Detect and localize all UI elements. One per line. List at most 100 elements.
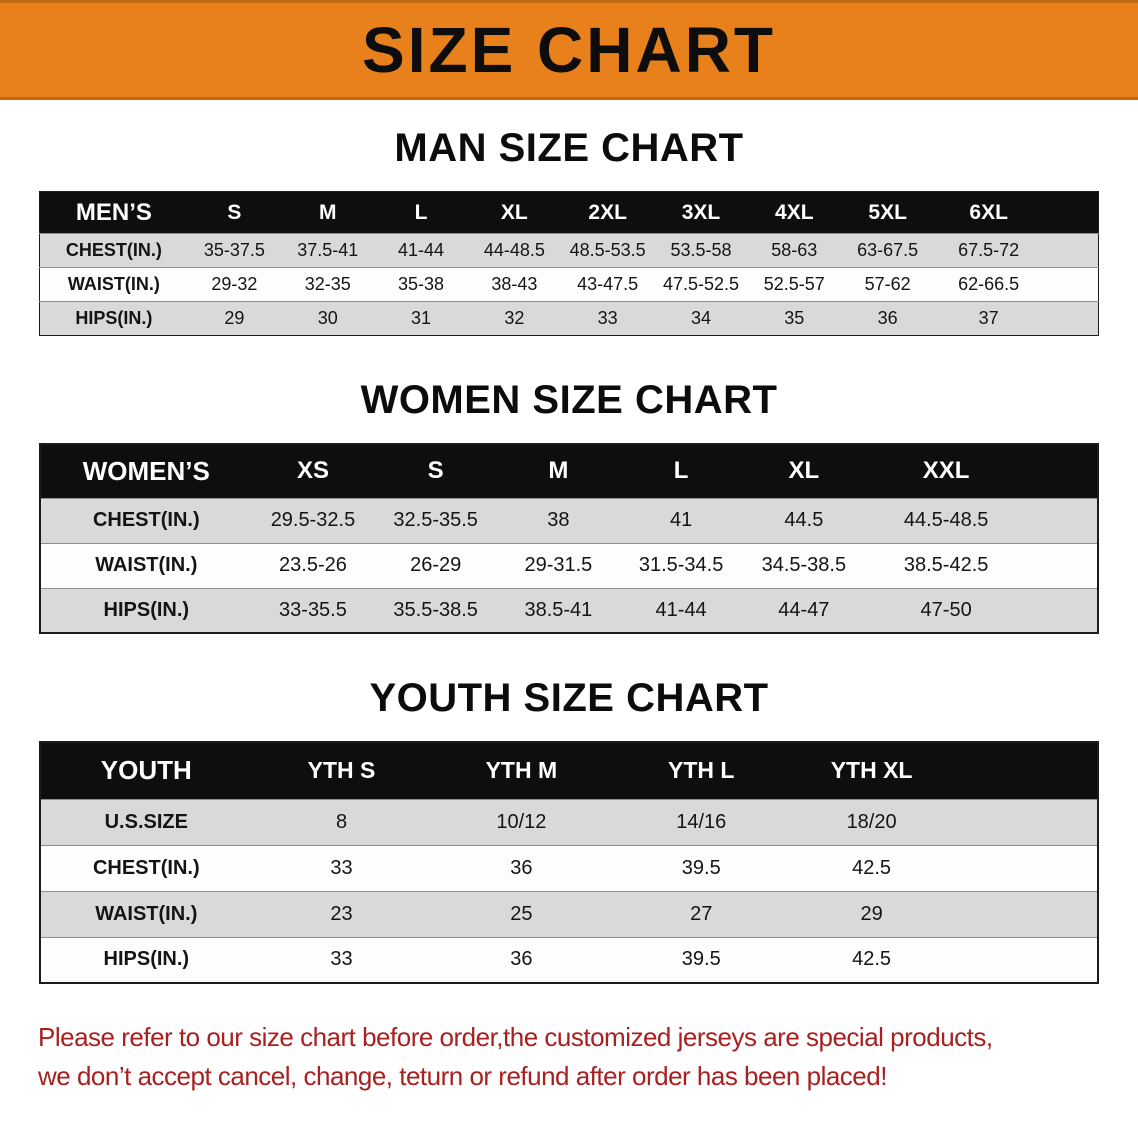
size-value-cell: 33 [251, 844, 432, 891]
size-value-cell: 41-44 [619, 587, 743, 633]
size-value-cell: 23 [251, 890, 432, 937]
row-label-cell: CHEST(IN.) [39, 233, 188, 268]
row-label-cell: HIPS(IN.) [39, 301, 188, 336]
size-header-cell: YTH XL [791, 742, 1098, 799]
women-size-chart-heading: WOMEN SIZE CHART [360, 378, 778, 422]
size-value-cell: 42.5 [791, 936, 1098, 983]
size-header-cell: XS [251, 444, 375, 498]
size-value-cell: 39.5 [611, 936, 792, 983]
size-value-cell: 35 [747, 301, 841, 336]
measurement-row: HIPS(IN.) 33-35.5 35.5-38.5 38.5-41 41-44 44-… [40, 587, 1098, 633]
size-value-cell: 67.5-72 [934, 233, 1099, 268]
size-value-cell: 38-43 [467, 267, 561, 302]
size-value-cell: 47.5-52.5 [654, 267, 748, 302]
size-header-cell: YTH S [251, 742, 432, 799]
size-value-cell: 57-62 [840, 267, 935, 302]
measurement-row: WAIST(IN.) 29-32 32-35 35-38 38-43 43-47.5 47.… [39, 267, 1099, 302]
size-value-cell: 38 [497, 497, 620, 543]
size-value-cell: 23.5-26 [251, 542, 375, 588]
womens-size-table: WOMEN’S XS S M L XL XXL CHEST(IN.) 29.5-32.5 32.5… [39, 443, 1099, 634]
size-value-cell: 41 [619, 497, 743, 543]
size-value-cell: 25 [431, 890, 612, 937]
size-value-cell: 29 [791, 890, 1098, 937]
size-value-cell: 18/20 [791, 798, 1098, 845]
header-row: WOMEN’S XS S M L XL XXL [40, 444, 1098, 498]
row-label-cell: CHEST(IN.) [40, 844, 252, 891]
size-value-cell: 37.5-41 [281, 233, 375, 268]
disclaimer-line-1: Please refer to our size chart before or… [38, 1022, 993, 1052]
size-value-cell: 44.5-48.5 [865, 497, 1098, 543]
disclaimer-line-2: we don’t accept cancel, change, teturn o… [38, 1061, 887, 1091]
size-value-cell: 31.5-34.5 [619, 542, 743, 588]
size-value-cell: 33-35.5 [251, 587, 375, 633]
row-label-cell: U.S.SIZE [40, 798, 252, 845]
title-banner: SIZE CHART [0, 0, 1138, 100]
size-value-cell: 42.5 [791, 844, 1098, 891]
size-value-cell: 35-38 [374, 267, 468, 302]
size-value-cell: 48.5-53.5 [561, 233, 655, 268]
size-value-cell: 32.5-35.5 [374, 497, 498, 543]
row-label-cell: WAIST(IN.) [40, 890, 252, 937]
measurement-row: WAIST(IN.) 23.5-26 26-29 29-31.5 31.5-34.5 34… [40, 542, 1098, 588]
size-value-cell: 43-47.5 [561, 267, 655, 302]
size-value-cell: 30 [281, 301, 375, 336]
youth-size-table: YOUTH YTH S YTH M YTH L YTH XL U.S.SIZE 8 10/12… [39, 741, 1099, 984]
size-value-cell: 32-35 [281, 267, 375, 302]
size-value-cell: 27 [611, 890, 792, 937]
measurement-row: U.S.SIZE 8 10/12 14/16 18/20 [40, 798, 1098, 845]
size-header-cell: 6XL [934, 191, 1099, 234]
size-header-cell: XL [467, 191, 561, 234]
size-value-cell: 36 [431, 936, 612, 983]
size-value-cell: 36 [431, 844, 612, 891]
size-header-cell: XL [742, 444, 866, 498]
size-value-cell: 47-50 [865, 587, 1098, 633]
size-header-cell: M [281, 191, 375, 234]
row-label-cell: WAIST(IN.) [40, 542, 252, 588]
size-header-cell: S [374, 444, 498, 498]
size-value-cell: 52.5-57 [747, 267, 841, 302]
size-value-cell: 34 [654, 301, 748, 336]
measurement-row: HIPS(IN.) 29 30 31 32 33 34 35 36 37 [39, 301, 1099, 336]
header-row: MEN’S S M L XL 2XL 3XL 4XL 5XL 6XL [39, 191, 1099, 234]
youth-size-chart-heading: YOUTH SIZE CHART [369, 676, 769, 720]
size-header-cell: 2XL [561, 191, 655, 234]
size-header-cell: YTH M [431, 742, 612, 799]
size-value-cell: 33 [251, 936, 432, 983]
table-title-cell: YOUTH [40, 742, 252, 799]
size-header-cell: S [187, 191, 282, 234]
row-label-cell: HIPS(IN.) [40, 936, 252, 983]
size-value-cell: 29-32 [187, 267, 282, 302]
size-value-cell: 32 [467, 301, 561, 336]
man-size-chart-heading: MAN SIZE CHART [394, 126, 744, 170]
measurement-row: CHEST(IN.) 33 36 39.5 42.5 [40, 844, 1098, 891]
measurement-row: CHEST(IN.) 35-37.5 37.5-41 41-44 44-48.5 48.5… [39, 233, 1099, 268]
youth-size-section: YOUTH SIZE CHART YOUTH YTH S YTH M YTH L YTH… [0, 676, 1138, 984]
size-header-cell: L [374, 191, 468, 234]
disclaimer-text: Please refer to our size chart before or… [38, 1018, 1100, 1096]
measurement-row: HIPS(IN.) 33 36 39.5 42.5 [40, 936, 1098, 983]
table-title-cell: MEN’S [39, 191, 188, 234]
size-value-cell: 44-48.5 [467, 233, 561, 268]
measurement-row: CHEST(IN.) 29.5-32.5 32.5-35.5 38 41 44.5 44.5… [40, 497, 1098, 543]
size-value-cell: 38.5-42.5 [865, 542, 1098, 588]
size-value-cell: 41-44 [374, 233, 468, 268]
size-value-cell: 63-67.5 [840, 233, 935, 268]
size-value-cell: 44-47 [742, 587, 866, 633]
size-header-cell: L [619, 444, 743, 498]
size-value-cell: 8 [251, 798, 432, 845]
size-value-cell: 29 [187, 301, 282, 336]
size-header-cell: 3XL [654, 191, 748, 234]
size-value-cell: 36 [840, 301, 935, 336]
size-header-cell: M [497, 444, 620, 498]
size-value-cell: 58-63 [747, 233, 841, 268]
size-value-cell: 26-29 [374, 542, 498, 588]
mens-size-table: MEN’S S M L XL 2XL 3XL 4XL 5XL 6XL CHEST(IN.) 35-37… [39, 191, 1099, 336]
size-value-cell: 33 [561, 301, 655, 336]
size-header-cell: 5XL [840, 191, 935, 234]
measurement-row: WAIST(IN.) 23 25 27 29 [40, 890, 1098, 937]
size-value-cell: 62-66.5 [934, 267, 1099, 302]
table-title-cell: WOMEN’S [40, 444, 252, 498]
women-size-section: WOMEN SIZE CHART WOMEN’S XS S M L XL XXL CHEST(… [0, 378, 1138, 634]
size-header-cell: 4XL [747, 191, 841, 234]
